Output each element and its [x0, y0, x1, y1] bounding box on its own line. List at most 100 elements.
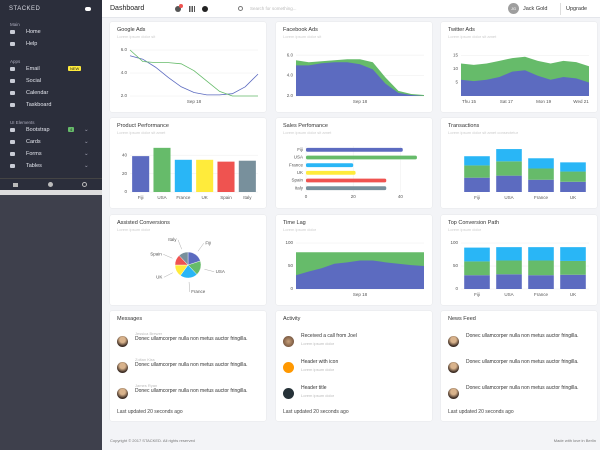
y-tick-label: 100	[450, 240, 458, 245]
chart: 0 50 100 Sep 18	[285, 240, 424, 297]
avatar	[117, 388, 128, 399]
list-item[interactable]: Header with icon Lorem ipsum dolor	[283, 357, 428, 381]
menu-item[interactable]: Email NEW	[10, 66, 94, 74]
pie-slice	[178, 251, 189, 266]
menu-label: Home	[26, 29, 41, 35]
bar-segment	[464, 275, 490, 289]
bar-segment	[496, 175, 522, 192]
list-item[interactable]: Jessica Brewer Donec ullamcorper nulla no…	[117, 331, 262, 355]
card: News Feed Donec ullamcorper nulla non met…	[441, 311, 597, 421]
menu-label: Bootstrap	[26, 127, 50, 133]
item-text: Donec ullamcorper nulla non metus auctor…	[466, 385, 579, 391]
list-item[interactable]: James Ryan Donec ullamcorper nulla non me…	[117, 383, 262, 407]
card-subtitle: Lorem ipsum dolor sit amet	[448, 34, 497, 39]
menu-item[interactable]: Tables ⌄	[10, 163, 94, 171]
icon[interactable]	[48, 182, 53, 187]
menu-item[interactable]: Taskboard	[10, 102, 94, 110]
card-title: Twitter Ads	[448, 27, 475, 33]
scrollbar[interactable]	[0, 190, 102, 195]
bar	[306, 163, 354, 168]
card: Messages Jessica Brewer Donec ullamcorper …	[110, 311, 266, 421]
list-item[interactable]: Donec ullamcorper nulla non metus auctor…	[448, 357, 593, 381]
bar	[132, 156, 150, 192]
menu-label: Forms	[26, 151, 42, 157]
x-tick-label: 20	[351, 194, 357, 199]
menu-label: Calendar	[26, 90, 49, 96]
menu-item[interactable]: Bootstrap 4 ⌄	[10, 127, 94, 135]
bar	[153, 147, 171, 192]
icon[interactable]	[189, 6, 195, 12]
icon	[10, 152, 15, 156]
avatar[interactable]: JG	[508, 3, 519, 14]
page-title: Dashboard	[110, 5, 145, 12]
bar-segment	[528, 179, 554, 192]
y-tick-label: 50	[288, 263, 294, 268]
y-tick-label: Spain	[291, 178, 303, 183]
section-label: UI Elements	[10, 120, 35, 125]
x-tick-label: USA	[157, 195, 166, 200]
menu-item[interactable]: Calendar	[10, 90, 94, 98]
item-text: Donec ullamcorper nulla non metus auctor…	[135, 336, 248, 342]
menu-item[interactable]: Social	[10, 78, 94, 86]
card: Activity Received a call from Joel Lorem i…	[276, 311, 432, 421]
icon[interactable]	[82, 182, 87, 187]
bar-segment	[496, 149, 522, 162]
item-title: Received a call from Joel	[301, 333, 357, 339]
y-tick-label: 0	[124, 189, 127, 194]
badge: NEW	[68, 66, 82, 71]
search-icon[interactable]	[238, 6, 243, 11]
x-tick-label: USA	[504, 292, 513, 297]
menu-item[interactable]: Cards ⌄	[10, 139, 94, 147]
search-input[interactable]: Search for something...	[250, 6, 297, 11]
card-title: Messages	[117, 316, 143, 322]
upgrade-button[interactable]: Upgrade	[566, 6, 588, 12]
card-subtitle: Lorem ipsum dolor sit	[283, 34, 322, 39]
list-item[interactable]: Header title Lorem ipsum dolor	[283, 383, 428, 407]
card: Facebook Ads Lorem ipsum dolor sit 2.0 4.0 6…	[276, 22, 432, 112]
card-subtitle: Lorem ipsum dolor sit amet	[117, 130, 166, 135]
chart: 2.0 4.0 6.0 Sep 18	[287, 52, 424, 104]
menu-item[interactable]: Help	[10, 41, 94, 49]
icon[interactable]	[13, 183, 18, 187]
y-tick-label: France	[289, 162, 304, 167]
menu-item[interactable]: Home	[10, 29, 94, 37]
item-name: Jessica Brewer	[135, 331, 163, 336]
x-tick-label: Spain	[220, 195, 232, 200]
copyright: Copyright © 2017 STACKED. All rights res…	[110, 438, 195, 443]
bar	[238, 160, 256, 192]
list-item[interactable]: Donec ullamcorper nulla non metus auctor…	[448, 383, 593, 407]
card-title: News Feed	[448, 316, 476, 322]
bar	[174, 159, 192, 192]
icon[interactable]	[202, 6, 208, 12]
bar-segment	[528, 247, 554, 261]
menu-toggle[interactable]	[85, 7, 91, 11]
list-item[interactable]: Donec ullamcorper nulla non metus auctor…	[448, 331, 593, 355]
item-title: Header title	[301, 385, 327, 391]
list-item[interactable]: Received a call from Joel Lorem ipsum dol…	[283, 331, 428, 355]
avatar	[283, 362, 294, 373]
item-subtitle: Lorem ipsum dolor	[301, 341, 335, 346]
icon[interactable]	[175, 6, 181, 12]
chart: 0 50 100 Fiji USA France UK	[450, 240, 589, 297]
card-title: Sales Perfomance	[283, 123, 328, 129]
user-name[interactable]: Jack Gold	[523, 6, 548, 12]
sidebar: STACKED Main Home Help Apps Email NEW Social Ca…	[0, 0, 102, 450]
bar-segment	[464, 247, 490, 262]
menu-label: Help	[26, 41, 38, 47]
x-axis-label: Sep 18	[353, 292, 368, 297]
leader-line	[197, 243, 205, 252]
x-axis-label: Sep 18	[187, 99, 202, 104]
chart: Fiji USA France UK	[464, 149, 586, 200]
x-tick-label: UK	[570, 195, 576, 200]
bar-segment	[560, 260, 586, 275]
menu-item[interactable]: Forms ⌄	[10, 151, 94, 159]
bar	[306, 186, 387, 191]
leader-line	[204, 269, 215, 272]
list-item[interactable]: Zoltan Kiss Donec ullamcorper nulla non m…	[117, 357, 262, 381]
x-tick-label: France	[534, 292, 549, 297]
y-tick-label: 6.0	[121, 47, 128, 52]
x-tick-label: Fiji	[474, 292, 480, 297]
item-title: Header with icon	[301, 359, 339, 365]
icon	[10, 67, 15, 71]
y-tick-label: 5	[455, 80, 458, 85]
